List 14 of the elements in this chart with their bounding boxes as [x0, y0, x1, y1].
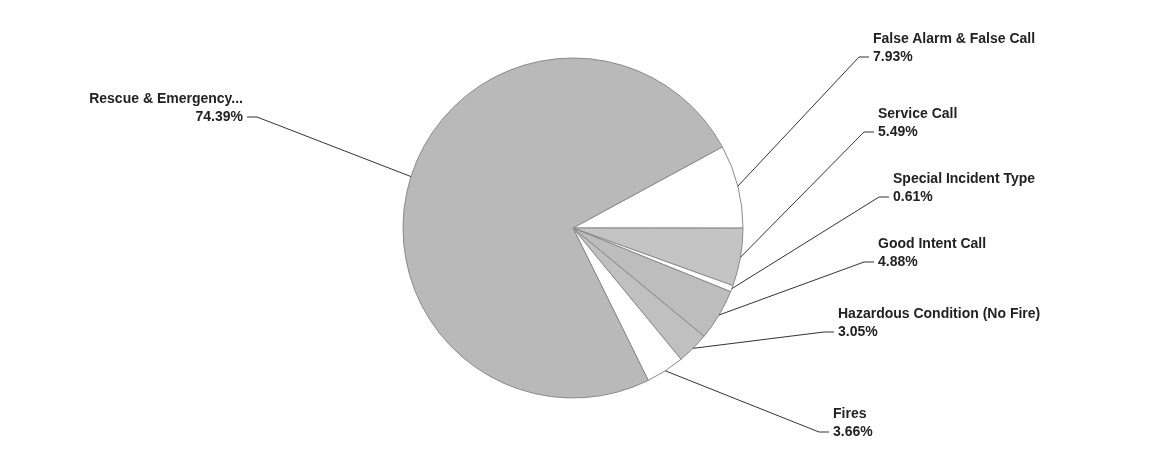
- slice-label: Service Call: [878, 105, 958, 121]
- data-label: 3.66%: [833, 423, 874, 439]
- slice-label: False Alarm & False Call: [873, 30, 1036, 46]
- slice-label: Good Intent Call: [878, 235, 987, 251]
- slice-label: Hazardous Condition (No Fire): [838, 305, 1041, 321]
- data-label: 0.61%: [893, 188, 934, 204]
- slice-label: Special Incident Type: [893, 170, 1036, 186]
- data-label: 3.05%: [838, 323, 879, 339]
- slice-label: Rescue & Emergency...: [89, 90, 243, 106]
- slice-label: Fires: [833, 405, 867, 421]
- data-label: 74.39%: [195, 108, 244, 124]
- data-label: 4.88%: [878, 253, 919, 269]
- data-label: 7.93%: [873, 48, 914, 64]
- data-label: 5.49%: [878, 123, 919, 139]
